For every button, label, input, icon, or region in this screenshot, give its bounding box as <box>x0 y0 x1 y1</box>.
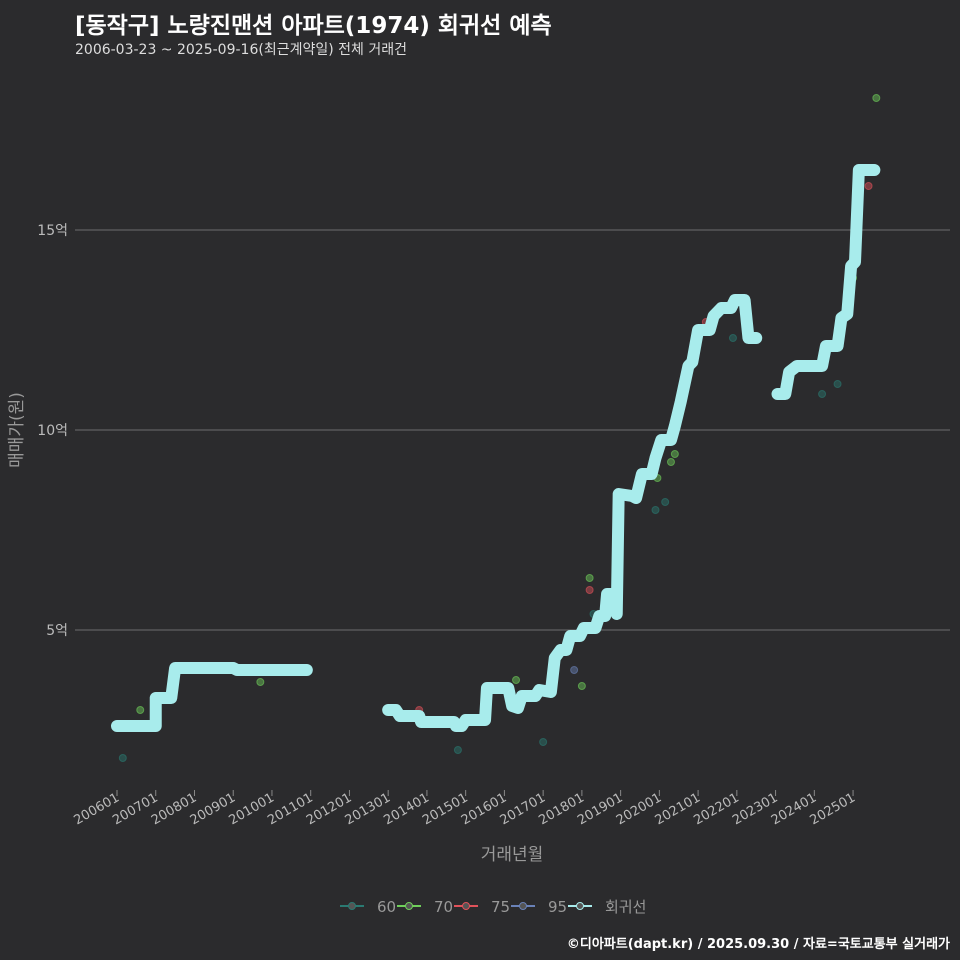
y-tick-label: 5억 <box>46 623 68 639</box>
regression-line <box>382 294 763 732</box>
data-point-70 <box>512 676 521 684</box>
legend-label: 70 <box>434 898 453 916</box>
data-point-70 <box>666 458 675 466</box>
regression-line <box>771 164 881 400</box>
legend-label: 회귀선 <box>605 898 646 916</box>
chart-subtitle: 2006-03-23 ~ 2025-09-16(최근계약일) 전체 거래건 <box>75 42 407 58</box>
data-point-70 <box>670 450 679 458</box>
legend-dot-icon <box>462 902 470 910</box>
data-point-70 <box>136 706 145 714</box>
data-point-60 <box>118 754 127 762</box>
data-point-60 <box>453 746 462 754</box>
y-axis-title: 매매가(원) <box>7 392 27 468</box>
data-point-60 <box>651 506 660 514</box>
legend-label: 60 <box>377 898 396 916</box>
legend-dot-icon <box>576 902 584 910</box>
legend-label: 75 <box>491 898 510 916</box>
chart-title: [동작구] 노량진맨션 아파트(1974) 회귀선 예측 <box>75 13 552 39</box>
x-axis-title: 거래년월 <box>481 845 544 865</box>
data-point-60 <box>728 334 737 342</box>
y-tick-label: 15억 <box>37 223 68 239</box>
legend-dot-icon <box>348 902 356 910</box>
data-point-60 <box>833 380 842 388</box>
data-point-70 <box>585 574 594 582</box>
data-point-75 <box>864 182 873 190</box>
data-point-70 <box>872 94 881 102</box>
x-tick-label: 202501 <box>808 790 858 828</box>
data-point-60 <box>539 738 548 746</box>
data-point-70 <box>256 678 265 686</box>
regression-line <box>111 662 313 732</box>
data-point-60 <box>818 390 827 398</box>
y-tick-label: 10억 <box>37 423 68 439</box>
data-point-95 <box>570 666 579 674</box>
legend-dot-icon <box>519 902 527 910</box>
data-point-60 <box>661 498 670 506</box>
legend-label: 95 <box>548 898 567 916</box>
data-point-75 <box>585 586 594 594</box>
source-caption: ©디아파트(dapt.kr) / 2025.09.30 / 자료=국토교통부 실… <box>566 937 950 952</box>
data-point-70 <box>577 682 586 690</box>
legend-dot-icon <box>405 902 413 910</box>
